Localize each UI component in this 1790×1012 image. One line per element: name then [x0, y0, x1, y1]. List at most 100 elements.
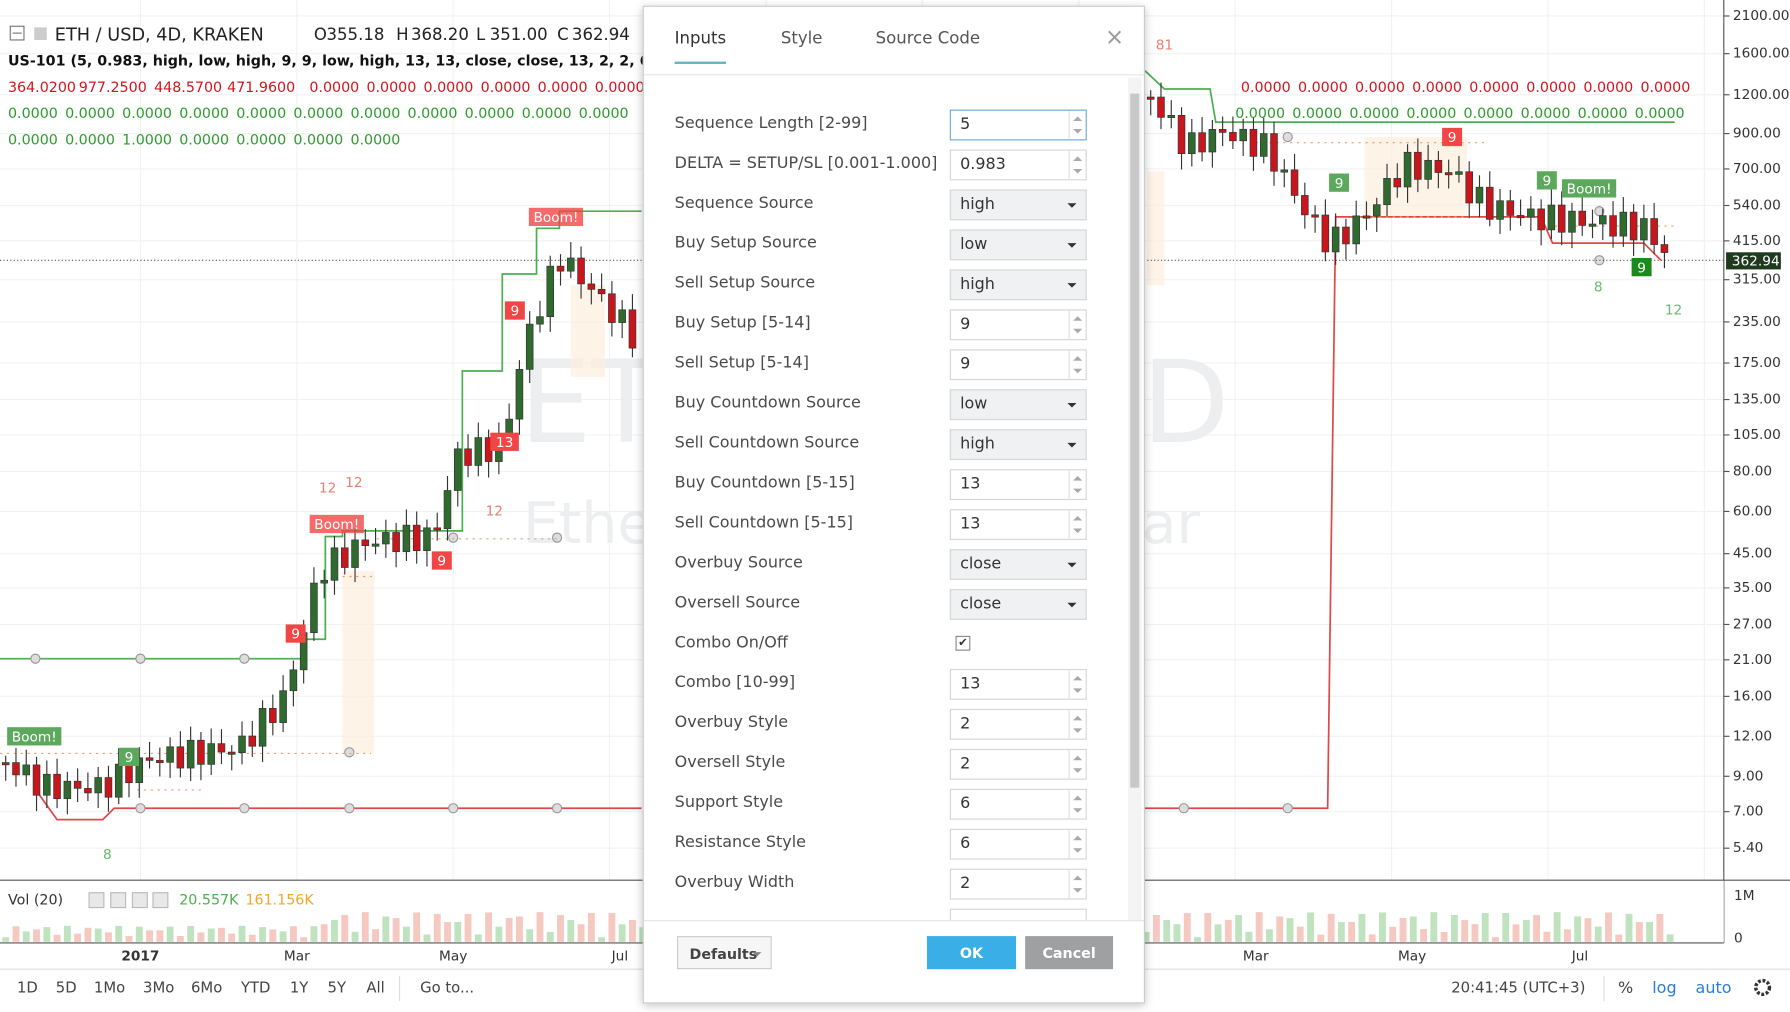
volume-bar [2, 937, 10, 942]
tab[interactable]: Inputs [674, 30, 727, 64]
close-button[interactable]: × [1105, 22, 1125, 51]
dropdown[interactable]: high [949, 429, 1087, 461]
pane-icon[interactable] [131, 892, 148, 909]
candle [1588, 223, 1597, 227]
signal-label-bg [7, 727, 62, 746]
signal-label: 9 [291, 627, 300, 643]
goto-button[interactable]: Go to... [420, 980, 474, 997]
candle [1198, 132, 1206, 153]
dropdown-caret [1067, 442, 1077, 452]
defaults-button[interactable]: Defaults [676, 936, 772, 970]
volume-bar [166, 926, 174, 942]
dropdown[interactable]: low [949, 229, 1087, 261]
signal-label-bg [285, 624, 306, 643]
tab[interactable]: Style [780, 29, 823, 48]
range-button[interactable]: 1Y [290, 980, 309, 997]
candle [1259, 133, 1268, 157]
volume-bar [1368, 934, 1376, 942]
number-input[interactable]: 9 [949, 309, 1087, 341]
volume-bar [1461, 920, 1469, 942]
number-input[interactable]: 13 [949, 668, 1087, 700]
indicator-value: 0.0000 [65, 132, 115, 148]
volume-bar [1317, 934, 1325, 942]
candle [73, 780, 82, 789]
candle [464, 448, 472, 466]
number-input[interactable]: 13 [949, 509, 1087, 540]
candle [1660, 244, 1669, 253]
volume-bar [341, 915, 349, 942]
number-input[interactable]: 6 [949, 828, 1087, 860]
volume-bar [577, 924, 585, 942]
signal-label: 9 [437, 554, 446, 570]
candle [310, 582, 318, 633]
volume-bar [505, 918, 513, 942]
candle [371, 543, 380, 547]
range-button[interactable]: 1D [17, 980, 38, 997]
range-button[interactable]: 5D [56, 980, 77, 997]
indicator-value: 0.0000 [293, 132, 343, 148]
volume-bar [1235, 915, 1243, 942]
candle [608, 293, 616, 323]
volume-bar [1553, 912, 1561, 942]
number-input[interactable]: 6 [949, 788, 1087, 820]
range-button[interactable]: 6Mo [191, 980, 222, 997]
cancel-button[interactable]: Cancel [1025, 936, 1114, 970]
number-input[interactable]: 5 [949, 109, 1087, 141]
range-button[interactable]: YTD [240, 980, 271, 997]
range-button[interactable]: 5Y [328, 980, 347, 997]
ok-button[interactable]: OK [926, 936, 1017, 970]
number-input[interactable]: 0.983 [949, 149, 1087, 181]
candle [1331, 226, 1340, 253]
indicator-value: 1.0000 [122, 132, 172, 148]
indicator-value: 0.0000 [1355, 80, 1405, 96]
candle [1568, 210, 1576, 233]
price-label: 7.00 [1733, 804, 1763, 820]
range-button[interactable]: All [366, 980, 384, 997]
indicator-value: 0.0000 [366, 80, 416, 96]
pane-icon[interactable] [88, 892, 105, 909]
number-input[interactable] [949, 908, 1087, 921]
range-button[interactable]: 1Mo [94, 980, 125, 997]
dropdown[interactable]: high [949, 269, 1087, 301]
candle [12, 762, 20, 776]
number-input[interactable]: 2 [949, 868, 1087, 900]
settings-gear[interactable] [1754, 978, 1772, 997]
volume-title: Vol (20) [8, 893, 63, 909]
candle [1403, 151, 1412, 188]
dropdown[interactable]: close [949, 549, 1087, 580]
dropdown[interactable]: low [949, 389, 1087, 421]
scrollbar-thumb[interactable] [1130, 93, 1140, 788]
volume-bar [1327, 913, 1335, 942]
volume-bar [608, 913, 616, 942]
number-input[interactable]: 2 [949, 708, 1087, 740]
volume-bar [22, 931, 30, 942]
pane-icon[interactable] [110, 892, 127, 909]
indicator-value: 448.5700 [154, 80, 222, 96]
input-label: Buy Countdown Source [674, 393, 861, 413]
candle [1547, 204, 1556, 231]
checkbox[interactable]: ✔ [955, 635, 971, 651]
dropdown[interactable]: close [949, 589, 1087, 620]
candle [258, 708, 267, 747]
pane-icon[interactable] [152, 892, 169, 909]
signal-label: Boom! [533, 210, 578, 226]
number-input[interactable]: 9 [949, 349, 1087, 381]
number-input[interactable]: 13 [949, 469, 1087, 501]
range-button[interactable]: 3Mo [143, 980, 174, 997]
input-label: Combo On/Off [674, 633, 788, 652]
dropdown[interactable]: high [949, 189, 1087, 221]
candle [402, 524, 411, 553]
volume-bar [464, 913, 472, 942]
pivot-dot [344, 803, 355, 814]
pivot-dot [1178, 803, 1189, 814]
tab[interactable]: Source Code [875, 29, 981, 48]
volume-bar [1543, 931, 1551, 942]
number-input[interactable]: 2 [949, 748, 1087, 780]
price-label: 9.00 [1733, 768, 1763, 784]
input-label: Support Style [674, 793, 784, 812]
scale-option[interactable]: % [1618, 978, 1633, 997]
indicator-value: 0.0000 [8, 106, 58, 122]
volume-bar [382, 916, 390, 942]
scale-option[interactable]: auto [1696, 978, 1732, 997]
scale-option[interactable]: log [1652, 978, 1676, 997]
